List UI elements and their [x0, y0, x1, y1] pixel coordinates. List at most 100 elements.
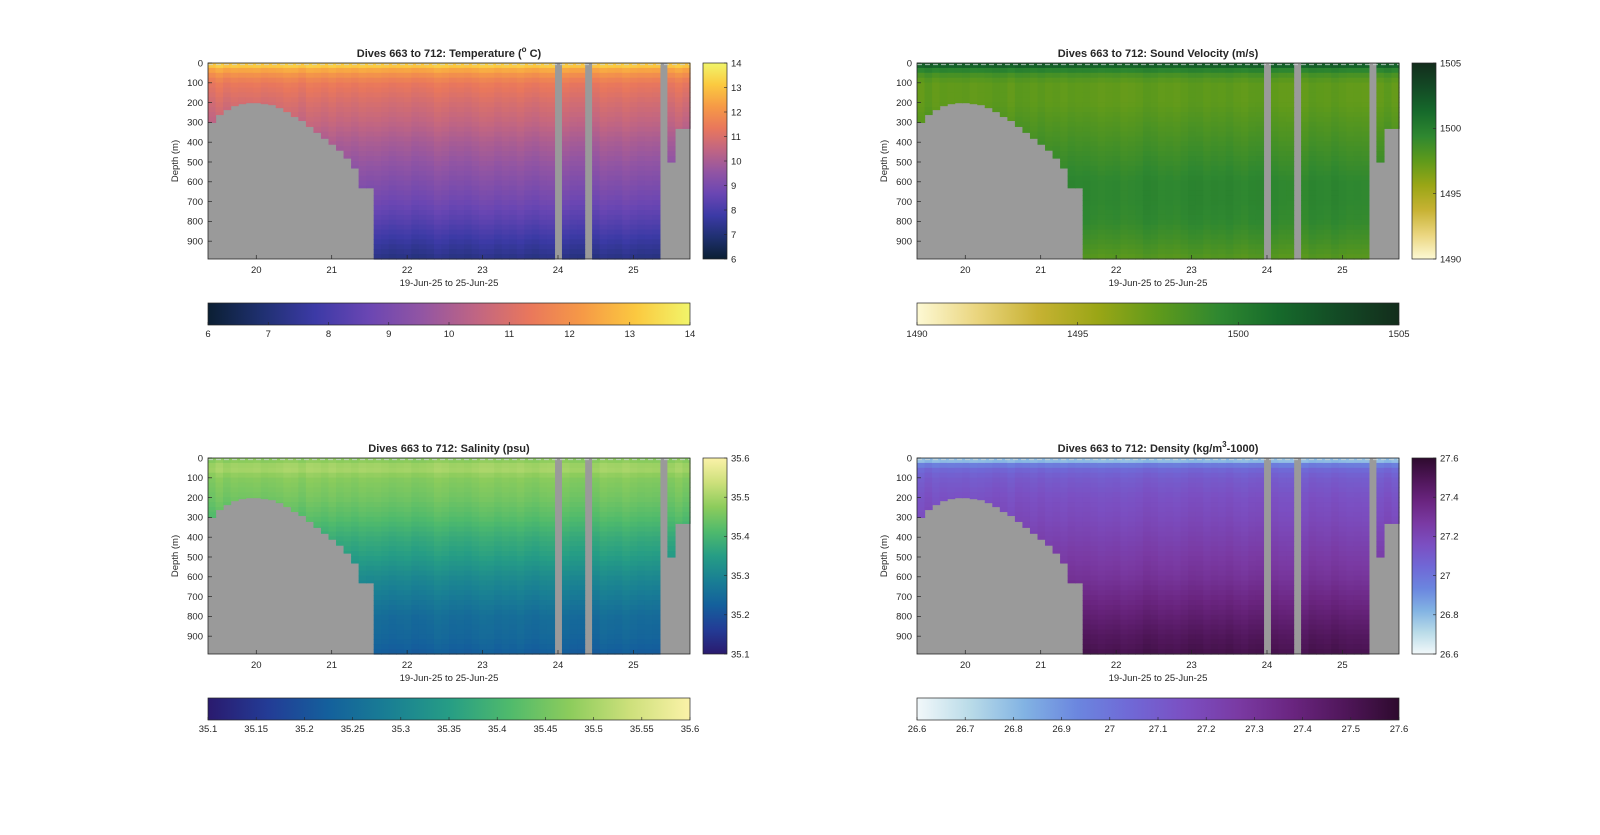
heatmap-cell — [1196, 92, 1204, 98]
heatmap-cell — [1316, 166, 1324, 172]
heatmap-cell — [1309, 156, 1317, 162]
heatmap-cell — [539, 161, 547, 167]
heatmap-cell — [637, 63, 645, 69]
heatmap-cell — [419, 107, 427, 113]
heatmap-cell — [479, 522, 487, 528]
heatmap-cell — [1060, 88, 1068, 94]
heatmap-cell — [1376, 122, 1384, 128]
heatmap-cell — [1128, 156, 1136, 162]
heatmap-cell — [472, 151, 480, 157]
heatmap-cell — [472, 517, 480, 523]
heatmap-cell — [562, 186, 570, 192]
heatmap-cell — [1173, 215, 1181, 221]
heatmap-cell — [1248, 166, 1256, 172]
heatmap-cell — [374, 487, 382, 493]
heatmap-cell — [1181, 146, 1189, 152]
heatmap-cell — [374, 556, 382, 562]
heatmap-cell — [1248, 195, 1256, 201]
heatmap-cell — [1173, 220, 1181, 226]
heatmap-cell — [449, 176, 457, 182]
heatmap-cell — [1120, 156, 1128, 162]
heatmap-cell — [592, 166, 600, 172]
heatmap-cell — [1196, 73, 1204, 79]
heatmap-cell — [1384, 68, 1392, 74]
heatmap-cell — [344, 478, 352, 484]
heatmap-cell — [419, 215, 427, 221]
heatmap-cell — [1346, 107, 1354, 113]
heatmap-cell — [366, 581, 374, 584]
heatmap-cell — [494, 556, 502, 562]
heatmap-cell — [1316, 146, 1324, 152]
heatmap-cell — [570, 244, 578, 250]
heatmap-cell — [970, 88, 978, 94]
heatmap-cell — [1301, 220, 1309, 226]
heatmap-cell — [1060, 97, 1068, 103]
heatmap-cell — [298, 507, 306, 513]
heatmap-cell — [404, 92, 412, 98]
heatmap-cell — [1233, 122, 1241, 128]
heatmap-cell — [502, 644, 510, 650]
heatmap-cell — [547, 195, 555, 201]
heatmap-cell — [494, 595, 502, 601]
heatmap-cell — [434, 107, 442, 113]
heatmap-cell — [517, 78, 525, 84]
heatmap-cell — [426, 146, 434, 152]
heatmap-cell — [472, 127, 480, 133]
heatmap-cell — [615, 181, 623, 187]
heatmap-cell — [524, 590, 532, 596]
heatmap-cell — [1007, 73, 1015, 79]
heatmap-cell — [1083, 181, 1091, 187]
heatmap-cell — [464, 83, 472, 89]
heatmap-cell — [630, 107, 638, 113]
heatmap-cell — [1166, 146, 1174, 152]
heatmap-cell — [592, 195, 600, 201]
heatmap-cell — [570, 146, 578, 152]
heatmap-cell — [283, 97, 291, 103]
heatmap-cell — [682, 97, 690, 103]
heatmap-cell — [457, 517, 465, 523]
heatmap-cell — [1015, 92, 1023, 98]
heatmap-cell — [261, 458, 269, 464]
heatmap-cell — [1113, 215, 1121, 221]
heatmap-cell — [630, 83, 638, 89]
heatmap-cell — [502, 561, 510, 567]
heatmap-cell — [389, 458, 397, 464]
heatmap-cell — [955, 92, 963, 98]
heatmap-cell — [434, 497, 442, 503]
heatmap-cell — [524, 532, 532, 538]
heatmap-cell — [940, 68, 948, 74]
heatmap-cell — [419, 478, 427, 484]
heatmap-cell — [502, 225, 510, 231]
heatmap-cell — [502, 610, 510, 616]
heatmap-cell — [547, 551, 555, 557]
heatmap-cell — [344, 122, 352, 128]
heatmap-cell — [389, 590, 397, 596]
heatmap-cell — [344, 473, 352, 479]
heatmap-cell — [1060, 151, 1068, 157]
heatmap-cell — [389, 536, 397, 542]
heatmap-cell — [487, 546, 495, 552]
heatmap-cell — [645, 117, 653, 123]
heatmap-cell — [1309, 176, 1317, 182]
heatmap-cell — [351, 527, 359, 533]
heatmap-cell — [1331, 117, 1339, 123]
heatmap-cell — [231, 102, 239, 106]
heatmap-cell — [411, 220, 419, 226]
heatmap-cell — [404, 220, 412, 226]
heatmap-cell — [1226, 195, 1234, 201]
heatmap-cell — [502, 171, 510, 177]
heatmap-cell — [630, 117, 638, 123]
heatmap-cell — [1181, 239, 1189, 245]
heatmap-cell — [1279, 132, 1287, 138]
heatmap-cell — [411, 458, 419, 464]
heatmap-cell — [1233, 83, 1241, 89]
heatmap-cell — [1376, 112, 1384, 118]
heatmap-cell — [570, 97, 578, 103]
heatmap-cell — [1346, 181, 1354, 187]
heatmap-cell — [1135, 235, 1143, 241]
heatmap-cell — [607, 107, 615, 113]
heatmap-cell — [479, 576, 487, 582]
x-tick-label: 20 — [960, 265, 971, 276]
heatmap-cell — [449, 532, 457, 538]
heatmap-cell — [359, 522, 367, 528]
